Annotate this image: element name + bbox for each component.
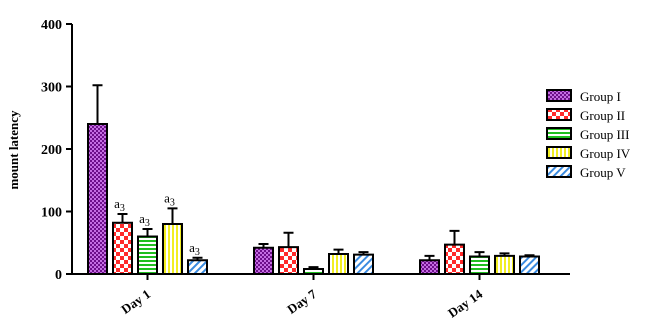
bar [162, 223, 183, 275]
bar [519, 255, 540, 275]
bar [112, 221, 133, 275]
bar [469, 255, 490, 275]
significance-annotation: a3 [139, 211, 150, 229]
y-tick-label: 400 [41, 18, 62, 33]
y-tick-label: 300 [41, 81, 62, 96]
bar [278, 246, 299, 275]
annotation-subscript: 3 [120, 203, 125, 214]
significance-annotation: a3 [164, 190, 175, 208]
annotation-text: a [164, 190, 170, 205]
annotation-text: a [139, 211, 145, 226]
legend-label: Group V [580, 165, 626, 180]
bar [253, 246, 274, 275]
bar [137, 235, 158, 275]
bar [419, 259, 440, 275]
bar [328, 253, 349, 275]
x-tick-label: Day 7 [284, 286, 319, 317]
bar [494, 254, 515, 275]
legend: Group I Group II Group III Group IV Group V [546, 89, 631, 180]
legend-label: Group IV [580, 146, 631, 161]
annotation-subscript: 3 [170, 197, 175, 208]
legend-swatch [546, 127, 572, 140]
legend-label: Group II [580, 108, 625, 123]
y-tick-label: 200 [41, 143, 62, 158]
x-tick-label: Day 1 [118, 286, 153, 317]
bar [444, 243, 465, 275]
y-tick-label: 100 [41, 206, 62, 221]
legend-swatch [546, 165, 572, 178]
bar [303, 268, 324, 275]
annotation-subscript: 3 [145, 218, 150, 229]
x-axis: Day 1 Day 7 Day 14 [72, 273, 570, 321]
bar [353, 253, 374, 275]
legend-swatch [546, 146, 572, 159]
y-axis-label: mount latency [6, 110, 21, 190]
legend-label: Group III [580, 127, 629, 142]
annotation-text: a [189, 240, 195, 255]
legend-swatch [546, 108, 572, 121]
significance-annotation: a3 [114, 196, 125, 214]
bar [87, 123, 108, 275]
legend-label: Group I [580, 89, 621, 104]
bar [187, 259, 208, 275]
annotation-text: a [114, 196, 120, 211]
legend-swatch [546, 89, 572, 102]
significance-annotation: a3 [189, 240, 200, 258]
x-tick-label: Day 14 [445, 286, 486, 321]
annotation-subscript: 3 [195, 247, 200, 258]
y-axis: 0 100 200 300 400 [41, 18, 73, 283]
y-tick-label: 0 [55, 268, 62, 283]
